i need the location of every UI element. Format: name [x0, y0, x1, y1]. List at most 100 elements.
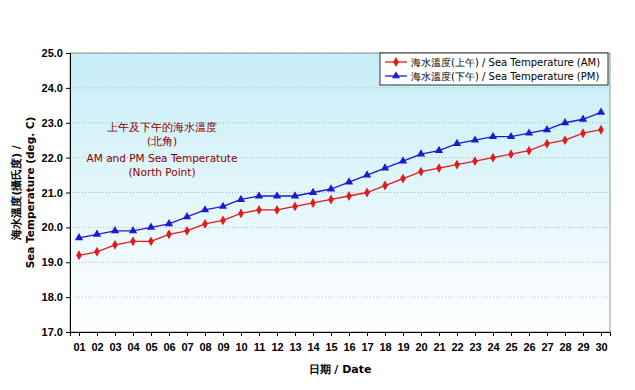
x-axis-line	[71, 333, 611, 337]
y-tick-mark	[66, 193, 70, 194]
x-tick-mark	[277, 332, 278, 336]
y-tick: 22.0	[42, 152, 70, 164]
series-point	[435, 146, 443, 153]
series-point	[292, 202, 298, 212]
x-tick-mark	[169, 332, 170, 336]
x-tick-label: 20	[415, 341, 427, 353]
series-point	[597, 107, 605, 114]
x-tick-mark	[403, 332, 404, 336]
y-tick-label: 22.0	[42, 152, 63, 164]
x-axis: 0102030405060708091011121314151617181920…	[71, 332, 611, 353]
series-point	[183, 212, 191, 219]
series-point	[76, 250, 82, 260]
x-tick-label: 07	[181, 341, 193, 353]
legend-marker	[392, 71, 400, 78]
x-tick-label: 09	[217, 341, 229, 353]
x-tick-mark	[241, 332, 242, 336]
series-point	[148, 236, 154, 246]
annotation-text: (北角)	[147, 135, 177, 147]
legend-box	[380, 53, 608, 85]
legend-marker	[393, 57, 399, 67]
x-tick-mark	[439, 332, 440, 336]
x-tick: 19	[397, 332, 409, 353]
x-tick-label: 29	[577, 341, 589, 353]
x-tick: 08	[199, 332, 211, 353]
x-tick-mark	[295, 332, 296, 336]
y-tick-mark	[66, 332, 70, 333]
series-point	[417, 149, 425, 156]
series-point	[400, 174, 406, 184]
series-point	[580, 128, 586, 138]
x-tick-mark	[385, 332, 386, 336]
x-tick-label: 25	[505, 341, 517, 353]
x-tick-label: 15	[325, 341, 337, 353]
x-tick-label: 26	[523, 341, 535, 353]
x-tick-label: 21	[433, 341, 445, 353]
y-tick: 18.0	[42, 291, 70, 303]
series-point	[345, 177, 353, 184]
x-tick-label: 22	[451, 341, 463, 353]
y-axis: 17.018.019.020.021.022.023.024.025.0	[42, 47, 71, 338]
x-tick: 24	[487, 332, 500, 353]
x-tick: 07	[181, 332, 193, 353]
x-tick-label: 17	[361, 341, 373, 353]
x-tick-mark	[187, 332, 188, 336]
x-tick-mark	[79, 332, 80, 336]
x-tick-label: 27	[541, 341, 553, 353]
legend-label: 海水溫度(下午) / Sea Temperature (PM)	[411, 71, 599, 82]
series-point	[202, 219, 208, 229]
x-tick-mark	[133, 332, 134, 336]
series-point	[220, 215, 226, 225]
y-tick: 25.0	[42, 47, 70, 59]
series-point	[382, 181, 388, 191]
x-tick: 10	[235, 332, 247, 353]
x-tick: 14	[307, 332, 320, 353]
x-tick: 03	[109, 332, 121, 353]
x-tick-label: 16	[343, 341, 355, 353]
series-point	[111, 226, 119, 233]
x-tick: 17	[361, 332, 373, 353]
x-tick: 11	[254, 332, 266, 353]
x-tick-mark	[565, 332, 566, 336]
y-tick: 19.0	[42, 256, 70, 268]
y-tick: 17.0	[42, 326, 70, 338]
x-tick-label: 11	[254, 341, 266, 353]
x-tick-label: 02	[91, 341, 103, 353]
x-tick-label: 10	[235, 341, 247, 353]
x-tick-mark	[313, 332, 314, 336]
x-tick-mark	[331, 332, 332, 336]
y-axis-line	[66, 54, 71, 333]
series-point	[273, 191, 281, 198]
series-point	[255, 191, 263, 198]
x-tick-label: 28	[559, 341, 571, 353]
y-tick-mark	[66, 88, 70, 89]
series-point	[472, 156, 478, 166]
y-tick-mark	[66, 262, 70, 263]
x-tick-mark	[583, 332, 584, 336]
x-tick-label: 01	[73, 341, 85, 353]
series-point	[310, 198, 316, 208]
y-tick-label: 24.0	[42, 82, 63, 94]
x-tick: 01	[73, 332, 85, 353]
series-point	[256, 205, 262, 215]
x-tick-mark	[259, 332, 260, 336]
x-tick-label: 19	[397, 341, 409, 353]
series-point	[112, 240, 118, 250]
annotation-text: (North Point)	[129, 166, 196, 178]
series-line	[79, 130, 601, 256]
series-point	[418, 167, 424, 177]
x-tick-mark	[223, 332, 224, 336]
grid-line	[70, 192, 610, 193]
series-point	[274, 205, 280, 215]
x-tick-label: 13	[289, 341, 301, 353]
x-tick-mark	[151, 332, 152, 336]
series-point	[579, 114, 587, 121]
series-point	[561, 118, 569, 125]
series-point	[507, 132, 515, 139]
series-point	[508, 149, 514, 159]
x-tick: 27	[541, 332, 553, 353]
grid-line	[70, 87, 610, 88]
series-point	[237, 195, 245, 202]
series-point	[436, 163, 442, 173]
plot-frame	[70, 53, 610, 332]
